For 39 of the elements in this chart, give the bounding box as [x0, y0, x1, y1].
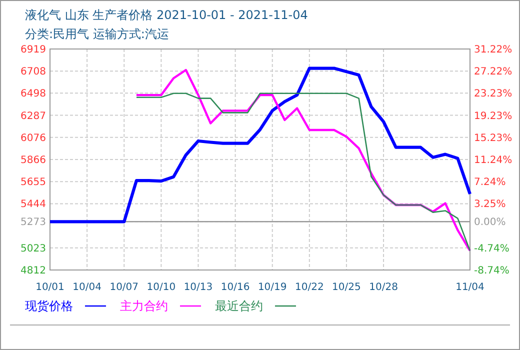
y-tick-label: 5866	[20, 154, 46, 166]
y-tick-label: 6498	[20, 88, 46, 100]
y-tick-label: 6287	[20, 110, 46, 122]
x-tick-label: 10/22	[295, 282, 324, 293]
y2-tick-label: 31.22%	[474, 44, 512, 56]
y2-tick-label: 27.22%	[474, 66, 512, 78]
y-tick-label: 6708	[20, 66, 46, 78]
x-tick-label: 10/07	[110, 282, 139, 293]
y-tick-label: 6076	[20, 132, 46, 144]
legend-label: 主力合约	[120, 299, 168, 313]
x-tick-label: 10/16	[220, 282, 250, 293]
y2-tick-label: 23.23%	[474, 88, 512, 100]
x-tick-label: 10/04	[72, 282, 102, 293]
y2-tick-label: -8.74%	[474, 266, 510, 276]
x-tick-label: 10/28	[369, 282, 398, 293]
legend-label: 最近合约	[215, 299, 263, 313]
y-tick-label: 6919	[20, 44, 46, 56]
x-tick-label: 10/25	[332, 282, 361, 293]
y2-tick-label: 3.25%	[474, 199, 506, 210]
x-tick-label: 10/01	[36, 282, 64, 293]
y2-tick-label: -4.74%	[474, 243, 510, 254]
x-tick-label: 10/13	[184, 282, 213, 293]
y2-tick-label: 11.24%	[474, 155, 512, 166]
y2-tick-label: 7.24%	[474, 177, 506, 188]
y-tick-label: 5023	[20, 243, 46, 254]
y2-tick-label: 15.23%	[474, 132, 512, 144]
y-tick-label: 5273	[20, 217, 46, 228]
y2-tick-label: 19.23%	[474, 110, 512, 122]
x-tick-label: 10/19	[258, 282, 287, 293]
x-tick-label: 11/04	[456, 282, 484, 293]
x-tick-label: 10/10	[146, 282, 176, 293]
chart-title: 液化气 山东 生产者价格 2021-10-01 - 2021-11-04	[25, 8, 308, 22]
legend-label: 现货价格	[25, 299, 73, 313]
chart-subtitle: 分类:民用气 运输方式:汽运	[25, 27, 169, 41]
y-tick-label: 4812	[20, 266, 46, 276]
line-series	[48, 66, 472, 224]
y2-tick-label: 0.00%	[474, 217, 506, 228]
y-tick-label: 5444	[20, 199, 46, 210]
y-tick-label: 5655	[20, 177, 46, 188]
